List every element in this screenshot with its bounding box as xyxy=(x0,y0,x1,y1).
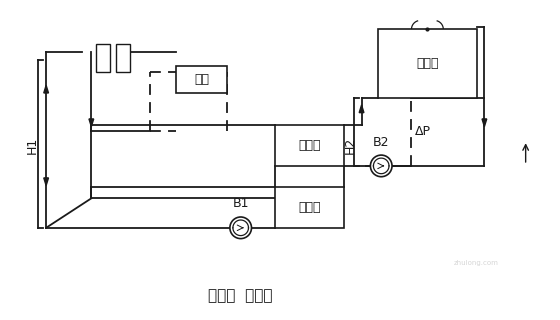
Bar xyxy=(378,29,477,98)
Text: zhulong.com: zhulong.com xyxy=(454,260,499,266)
Text: B1: B1 xyxy=(232,197,249,210)
Text: H1: H1 xyxy=(26,137,39,154)
Text: ΔP: ΔP xyxy=(414,125,431,139)
Polygon shape xyxy=(482,119,487,127)
Text: 冷却塔: 冷却塔 xyxy=(416,57,438,70)
Text: 冷凝器: 冷凝器 xyxy=(298,139,321,152)
Bar xyxy=(275,124,344,166)
Polygon shape xyxy=(44,178,49,186)
Polygon shape xyxy=(44,85,49,93)
Bar xyxy=(176,66,227,93)
Text: H2: H2 xyxy=(343,137,356,154)
Bar xyxy=(116,44,130,72)
Text: 末端: 末端 xyxy=(194,73,209,86)
Polygon shape xyxy=(89,119,94,127)
Bar xyxy=(275,187,344,228)
Circle shape xyxy=(230,217,251,239)
Text: 水系统  （一）: 水系统 （一） xyxy=(208,288,273,303)
Text: 蒸发器: 蒸发器 xyxy=(298,201,321,214)
Circle shape xyxy=(370,155,392,177)
Text: B2: B2 xyxy=(373,136,389,149)
Polygon shape xyxy=(359,105,364,113)
Bar xyxy=(96,44,110,72)
